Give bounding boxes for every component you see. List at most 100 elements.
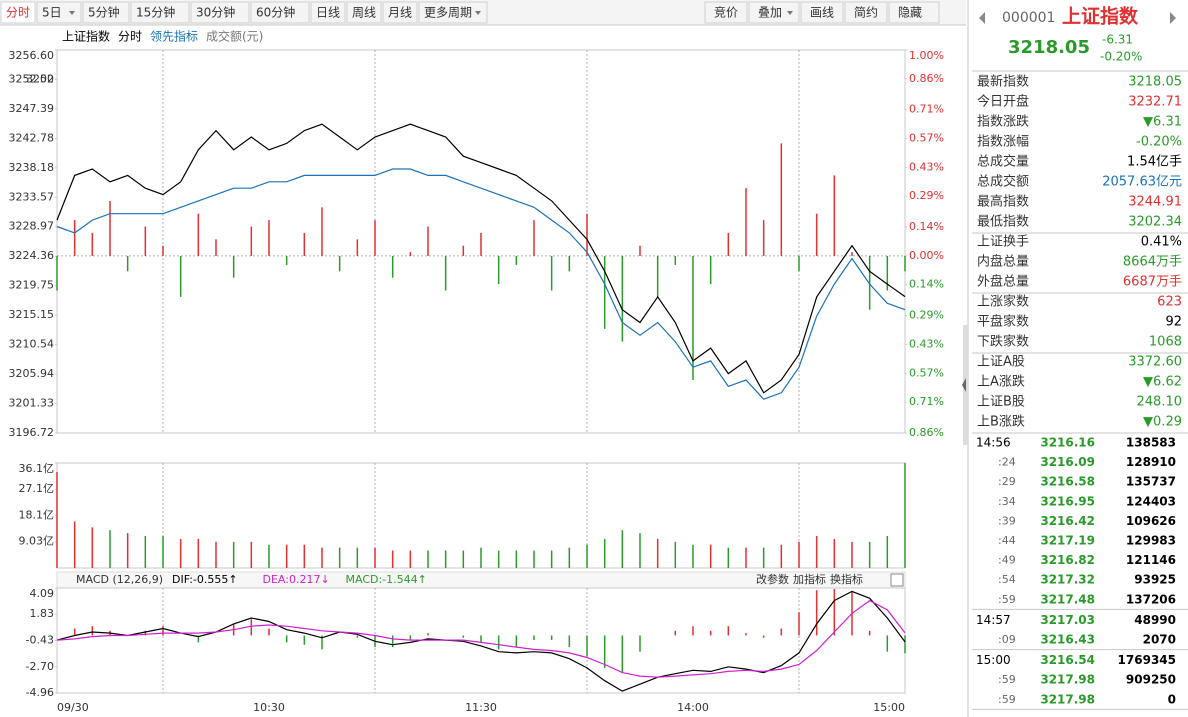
trade-price: 3217.98: [1040, 673, 1095, 687]
y-tick-label: -2.70: [26, 660, 54, 673]
dropdown-icon[interactable]: [475, 11, 481, 15]
y-tick-label: 3238.18: [9, 161, 55, 174]
toolbar-button[interactable]: [888, 1, 940, 24]
prev-arrow[interactable]: [979, 12, 985, 24]
stat-value: 8664万手: [1123, 255, 1182, 270]
toolbar-label[interactable]: 更多周期: [424, 6, 472, 20]
trade-price: 3217.19: [1040, 534, 1095, 548]
stat-value: 3232.71: [1128, 95, 1182, 110]
toolbar-button[interactable]: [190, 1, 250, 24]
toolbar-button[interactable]: [250, 1, 310, 24]
toolbar-label[interactable]: 15分钟: [136, 5, 175, 20]
toolbar-label[interactable]: 月线: [388, 6, 412, 20]
splitter-arrow[interactable]: [962, 378, 966, 392]
toolbar-button[interactable]: [82, 1, 130, 24]
stat-label: 总成交额: [977, 174, 1029, 190]
toolbar-button[interactable]: [704, 1, 748, 24]
y-tick-label: 3228.97: [9, 220, 55, 233]
stat-value: 3218.05: [1128, 75, 1182, 90]
y2-tick-label: 0.43%: [909, 160, 944, 173]
toolbar-label[interactable]: 分时: [6, 6, 30, 20]
trade-volume: 124403: [1126, 494, 1176, 508]
y-tick-label: 3233.57: [9, 190, 55, 203]
trade-volume: 1769345: [1118, 653, 1176, 667]
next-arrow[interactable]: [1170, 12, 1176, 24]
toolbar-button[interactable]: [800, 1, 844, 24]
trade-time: :59: [998, 593, 1016, 606]
stat-label: 上证B股: [977, 395, 1025, 410]
stock-percent: -0.20%: [1100, 50, 1142, 64]
trade-price: 3216.54: [1040, 653, 1095, 667]
stat-label: 今日开盘: [977, 94, 1029, 110]
trade-volume: 129983: [1126, 534, 1176, 548]
toolbar-label[interactable]: 日线: [316, 6, 340, 20]
y-tick-label: -0.43: [26, 633, 54, 646]
trade-volume: 909250: [1126, 673, 1176, 687]
trade-volume: 93925: [1134, 573, 1176, 587]
chart-area: [0, 0, 966, 717]
toolbar-label[interactable]: 60分钟: [256, 5, 295, 20]
toolbar-button[interactable]: [844, 1, 888, 24]
macd-button[interactable]: 换指标: [830, 572, 863, 586]
y-tick-label: 3201.33: [9, 397, 55, 410]
y-tick-label: 1.83: [30, 607, 55, 620]
y-tick-label: 18.1亿: [19, 508, 55, 521]
x-tick-label: 15:00: [873, 701, 905, 714]
stat-label: 上B涨跌: [977, 414, 1025, 430]
y-tick-label: 36.1亿: [19, 462, 55, 475]
toolbar-button[interactable]: [130, 1, 190, 24]
toolbar-button[interactable]: [346, 1, 382, 24]
toolbar-label[interactable]: 竞价: [714, 6, 738, 20]
trade-time: :29: [998, 475, 1016, 488]
macd-button[interactable]: 改参数: [756, 572, 789, 586]
toolbar-label[interactable]: 5分钟: [88, 5, 120, 20]
toolbar-label[interactable]: 周线: [352, 6, 376, 20]
dropdown-icon[interactable]: [787, 11, 793, 15]
stat-label: 上A涨跌: [977, 374, 1025, 390]
macd-button[interactable]: 加指标: [793, 572, 826, 586]
toolbar-label[interactable]: 简约: [854, 5, 878, 20]
trade-volume: 109626: [1126, 514, 1176, 528]
toolbar-label[interactable]: 画线: [810, 6, 834, 20]
toolbar-label[interactable]: 叠加: [758, 6, 782, 20]
y2-tick-label: 0.86%: [909, 72, 944, 85]
trade-volume: 135737: [1126, 475, 1176, 489]
y-tick-label: 3205.94: [9, 367, 55, 380]
y-tick-label: 3196.72: [9, 426, 55, 439]
dropdown-icon[interactable]: [69, 11, 75, 15]
panel-frame: [56, 49, 906, 434]
trade-volume: 137206: [1126, 592, 1176, 606]
y2-tick-label: 0.29%: [909, 309, 944, 322]
toolbar-button[interactable]: [36, 1, 82, 24]
trade-volume: 128910: [1126, 455, 1176, 469]
stat-label: 平盘家数: [977, 314, 1029, 330]
legend-item: 成交额(元): [206, 29, 263, 44]
stat-label: 上证换手: [977, 235, 1029, 250]
stat-label: 总成交量: [977, 154, 1029, 170]
y2-tick-label: 0.71%: [909, 395, 944, 408]
x-tick-label: 09/30: [57, 701, 89, 714]
trade-time: :59: [998, 693, 1016, 706]
y2-tick-label: 0.86%: [909, 426, 944, 439]
stat-label: 上涨家数: [977, 294, 1029, 310]
stat-value: 3202.34: [1128, 215, 1182, 230]
stat-value: 623: [1157, 295, 1182, 310]
stat-value: 0.41%: [1141, 235, 1182, 250]
toolbar-button[interactable]: [382, 1, 418, 24]
toolbar-label[interactable]: 5日: [42, 6, 62, 20]
stat-value: 92: [1165, 315, 1182, 330]
y-tick-label: 3247.39: [9, 102, 55, 115]
toolbar-button[interactable]: [418, 1, 488, 24]
toolbar-button[interactable]: [0, 1, 36, 24]
y-tick-label: 3215.15: [9, 308, 55, 321]
toolbar-button[interactable]: [748, 1, 800, 24]
trade-price: 3217.03: [1040, 613, 1095, 627]
y-tick-label: 3219.75: [9, 279, 55, 292]
toolbar-label[interactable]: 30分钟: [196, 5, 235, 20]
stat-label: 内盘总量: [977, 254, 1029, 270]
toolbar-label[interactable]: 隐藏: [898, 6, 922, 20]
close-button[interactable]: [890, 573, 904, 587]
trade-time: 15:00: [976, 653, 1011, 667]
toolbar-button[interactable]: [310, 1, 346, 24]
